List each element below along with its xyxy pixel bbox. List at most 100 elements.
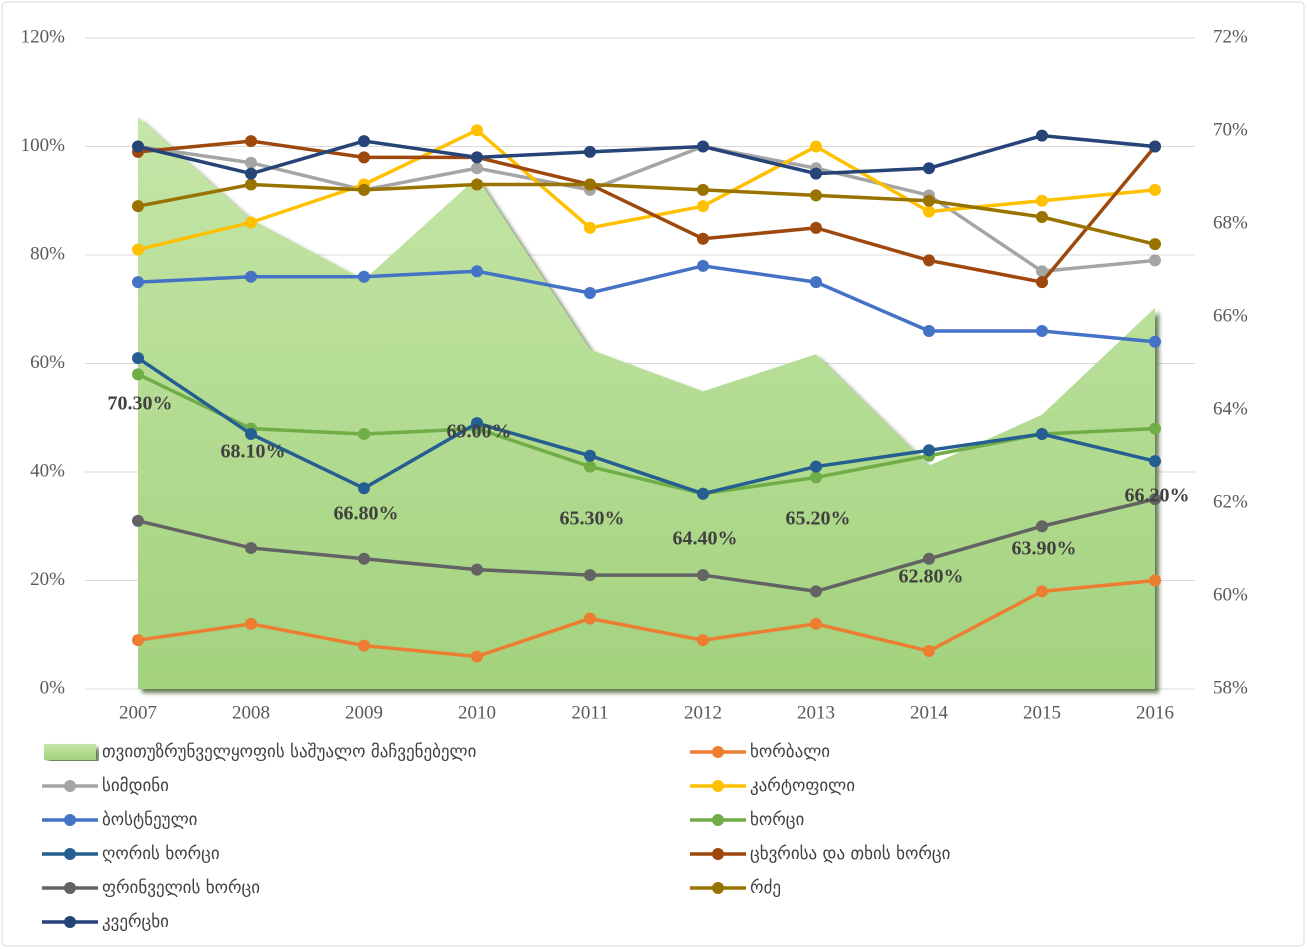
marker bbox=[810, 617, 822, 630]
y-tick-label: 60% bbox=[30, 352, 65, 373]
marker bbox=[584, 569, 596, 582]
marker bbox=[471, 178, 483, 191]
line bbox=[137, 133, 1156, 176]
marker bbox=[245, 216, 257, 229]
marker bbox=[584, 178, 596, 191]
line bbox=[137, 144, 1156, 274]
marker bbox=[810, 167, 822, 180]
y2-tick-label: 70% bbox=[1213, 119, 1248, 140]
x-tick-label: 2011 bbox=[571, 702, 608, 723]
marker bbox=[697, 569, 709, 582]
marker bbox=[132, 200, 144, 213]
legend-label: ხორცი bbox=[750, 810, 804, 830]
marker bbox=[810, 585, 822, 598]
y2-tick-label: 66% bbox=[1213, 305, 1248, 326]
marker bbox=[1036, 520, 1048, 533]
marker bbox=[132, 276, 144, 289]
marker bbox=[697, 634, 709, 647]
marker bbox=[923, 254, 935, 267]
marker bbox=[923, 205, 935, 218]
marker bbox=[132, 514, 144, 527]
legend-label: ხორბალი bbox=[750, 742, 830, 762]
marker bbox=[245, 156, 257, 169]
marker bbox=[358, 183, 370, 196]
x-tick-label: 2012 bbox=[684, 702, 722, 723]
value-label: 66.80% bbox=[334, 503, 399, 525]
marker bbox=[358, 151, 370, 164]
marker bbox=[1036, 194, 1048, 207]
line bbox=[137, 182, 1156, 246]
legend-label: ღორის ხორცი bbox=[102, 844, 220, 864]
marker bbox=[1149, 455, 1161, 468]
y-tick-label: 40% bbox=[30, 460, 65, 481]
value-label: 65.30% bbox=[560, 508, 625, 530]
marker bbox=[697, 232, 709, 245]
y2-tick-label: 62% bbox=[1213, 491, 1248, 512]
marker bbox=[923, 552, 935, 565]
value-label: 65.20% bbox=[786, 508, 851, 530]
marker bbox=[1036, 324, 1048, 337]
marker bbox=[358, 428, 370, 441]
marker bbox=[810, 460, 822, 473]
y-tick-label: 20% bbox=[30, 569, 65, 590]
line bbox=[137, 139, 1157, 285]
marker bbox=[245, 167, 257, 180]
legend-swatch bbox=[712, 746, 724, 758]
y2-tick-label: 68% bbox=[1213, 212, 1248, 233]
marker bbox=[697, 183, 709, 196]
marker bbox=[810, 221, 822, 234]
x-tick-label: 2013 bbox=[797, 702, 835, 723]
y-tick-label: 120% bbox=[21, 26, 66, 47]
legend-swatch bbox=[712, 882, 724, 894]
marker bbox=[697, 200, 709, 213]
marker bbox=[132, 368, 144, 381]
marker bbox=[1036, 276, 1048, 289]
marker bbox=[1036, 265, 1048, 278]
marker bbox=[584, 612, 596, 625]
legend-label: კვერცხი bbox=[102, 912, 169, 932]
value-label: 62.80% bbox=[899, 566, 964, 588]
value-label: 66.20% bbox=[1125, 485, 1190, 507]
marker bbox=[697, 140, 709, 153]
marker bbox=[245, 428, 257, 441]
x-tick-label: 2009 bbox=[345, 702, 383, 723]
marker bbox=[245, 178, 257, 191]
marker bbox=[471, 124, 483, 137]
legend-swatch bbox=[64, 848, 76, 860]
marker bbox=[471, 162, 483, 175]
marker bbox=[471, 563, 483, 576]
marker bbox=[132, 634, 144, 647]
legend-label: სიმდინი bbox=[102, 776, 169, 796]
y-tick-label: 100% bbox=[21, 135, 66, 156]
marker bbox=[697, 259, 709, 272]
line bbox=[137, 128, 1156, 252]
marker bbox=[471, 650, 483, 663]
legend-swatch bbox=[712, 814, 724, 826]
legend-label: ფრინველის ხორცი bbox=[102, 878, 260, 898]
marker bbox=[132, 243, 144, 256]
legend-label: რძე bbox=[750, 878, 781, 898]
marker bbox=[471, 151, 483, 164]
y-tick-label: 0% bbox=[40, 677, 66, 698]
y-tick-label: 80% bbox=[30, 243, 65, 264]
line bbox=[137, 372, 1156, 496]
value-label: 70.30% bbox=[108, 393, 173, 415]
legend-label: თვითუზრუნველყოფის საშუალო მაჩვენებელი bbox=[102, 742, 476, 762]
marker bbox=[132, 352, 144, 365]
line bbox=[137, 264, 1156, 344]
marker bbox=[810, 189, 822, 202]
marker bbox=[132, 140, 144, 153]
marker bbox=[810, 276, 822, 289]
marker bbox=[245, 617, 257, 630]
marker bbox=[923, 324, 935, 337]
marker bbox=[1149, 493, 1161, 506]
marker bbox=[584, 145, 596, 158]
marker bbox=[358, 552, 370, 565]
marker bbox=[923, 645, 935, 658]
line bbox=[137, 356, 1156, 496]
y2-tick-label: 60% bbox=[1213, 584, 1248, 605]
marker bbox=[245, 135, 257, 148]
legend-label: ბოსტნეული bbox=[102, 810, 197, 830]
marker bbox=[1149, 238, 1161, 251]
